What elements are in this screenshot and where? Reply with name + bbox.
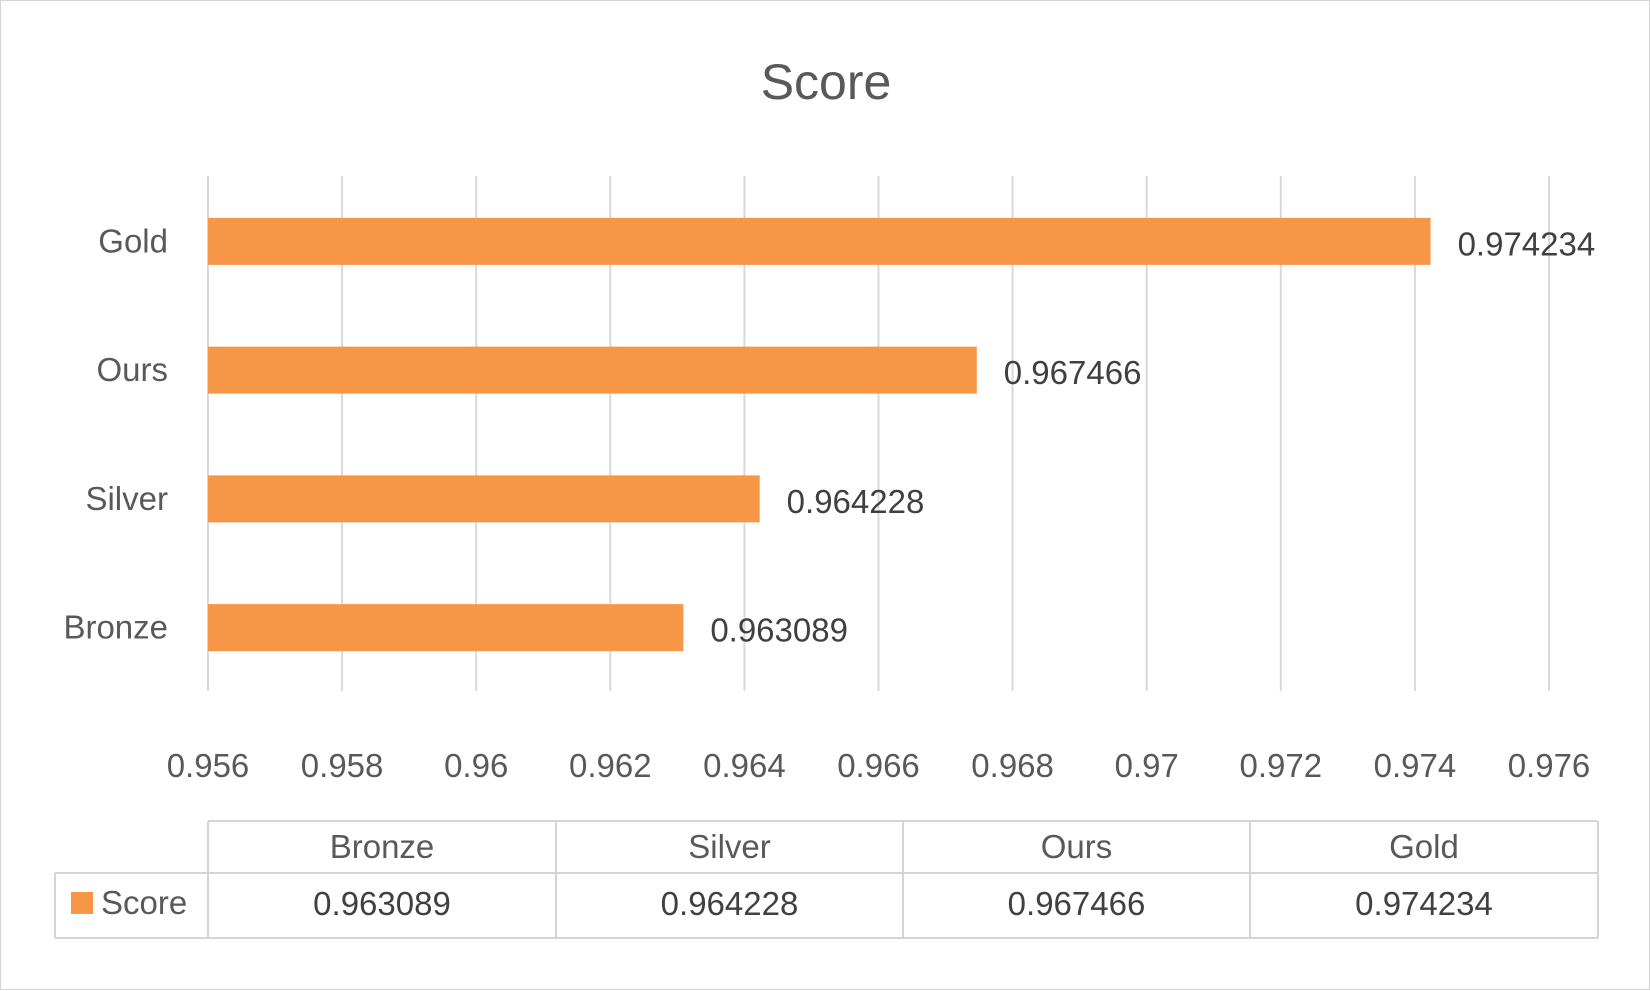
bar-gold	[208, 217, 1431, 265]
x-tick-label: 0.972	[1240, 747, 1323, 784]
x-tick-label: 0.968	[971, 747, 1054, 784]
table-header-cell: Bronze	[330, 828, 435, 865]
data-label: 0.963089	[710, 612, 848, 649]
table-header-cell: Silver	[688, 828, 771, 865]
x-tick-label: 0.958	[301, 747, 384, 784]
data-label: 0.964228	[787, 483, 925, 520]
bar-bronze	[208, 604, 684, 652]
x-tick-label: 0.964	[703, 747, 786, 784]
x-tick-label: 0.966	[837, 747, 920, 784]
data-label: 0.974234	[1458, 225, 1596, 262]
category-label: Silver	[85, 480, 168, 517]
x-tick-label: 0.956	[167, 747, 250, 784]
table-value-cell: 0.967466	[1008, 885, 1146, 922]
category-label: Gold	[98, 222, 168, 259]
data-label: 0.967466	[1004, 354, 1142, 391]
table-header-cell: Gold	[1389, 828, 1459, 865]
x-tick-label: 0.962	[569, 747, 652, 784]
data-table: Bronze Silver Ours Gold Score 0.963089 0.96422…	[54, 820, 1599, 939]
bar-silver	[208, 475, 760, 523]
x-tick-label: 0.976	[1508, 747, 1591, 784]
table-value-cell: 0.964228	[661, 885, 799, 922]
x-tick-label: 0.974	[1374, 747, 1457, 784]
bar-ours	[208, 346, 977, 394]
x-tick-label: 0.96	[444, 747, 508, 784]
table-value-cell: 0.963089	[313, 885, 451, 922]
table-value-cell: 0.974234	[1355, 885, 1493, 922]
legend-swatch	[71, 892, 93, 914]
category-label: Bronze	[63, 609, 168, 646]
x-tick-label: 0.97	[1115, 747, 1179, 784]
labels: 0.956 0.958 0.96 0.962 0.964 0.966 0.968 0.97 0.…	[63, 222, 1595, 784]
table-row-label: Score	[101, 884, 187, 921]
table-header-cell: Ours	[1041, 828, 1113, 865]
chart-title: Score	[761, 54, 892, 110]
bars	[208, 217, 1431, 652]
category-label: Ours	[96, 351, 168, 388]
